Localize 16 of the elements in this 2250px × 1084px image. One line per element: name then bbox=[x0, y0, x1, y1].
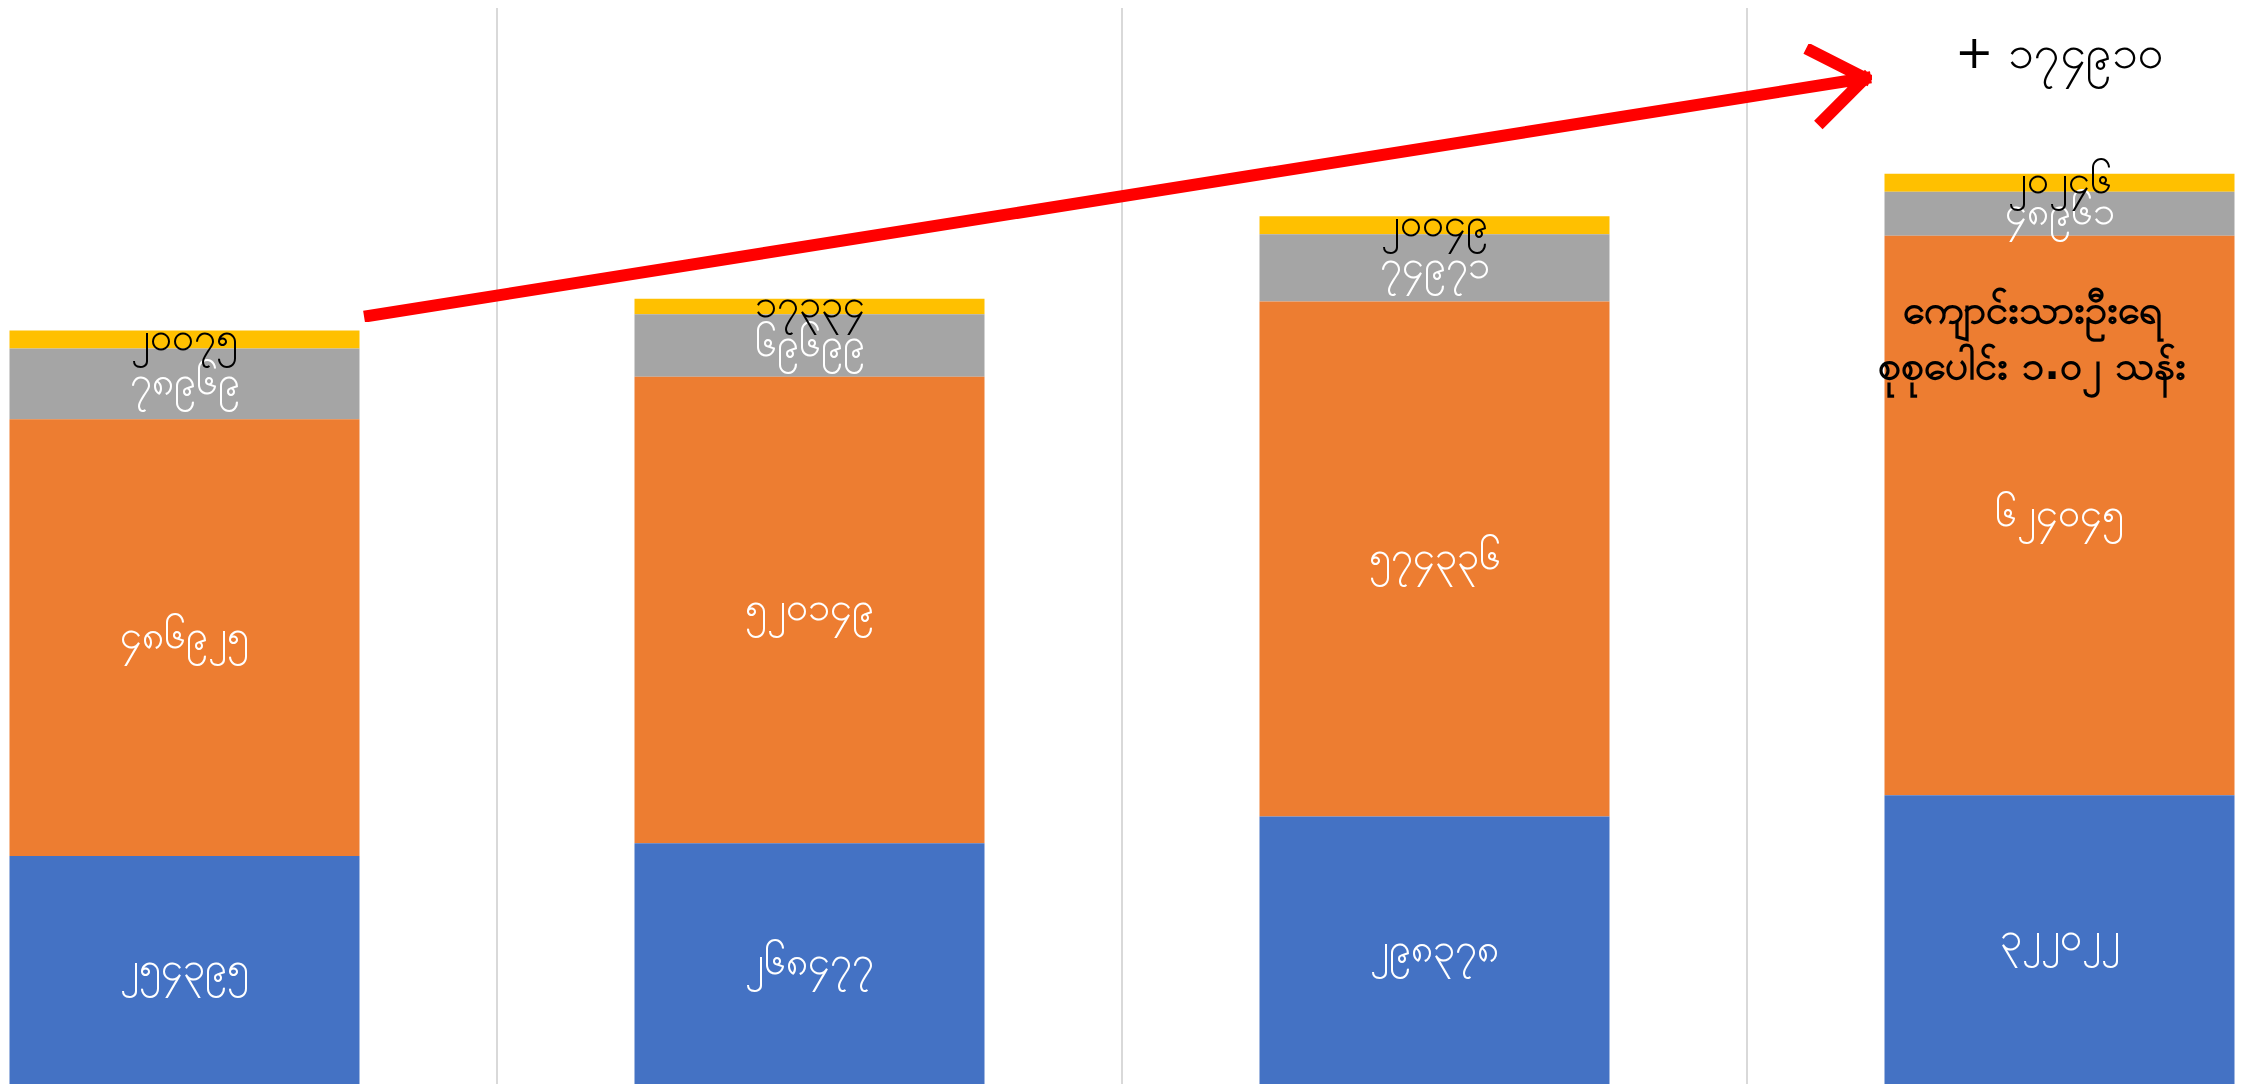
annotation: + ၁၇၄၉၁၀ bbox=[1953, 24, 2166, 90]
data-label: ၄၈၆၉၂၅ bbox=[120, 610, 249, 666]
data-label: ၂၅၄၃၉၅ bbox=[120, 943, 249, 999]
bar bbox=[1259, 816, 1610, 1084]
data-label: ၅၇၄၃၃၆ bbox=[1368, 532, 1501, 588]
data-label: ၂၆၈၄၇၇ bbox=[745, 937, 874, 993]
data-label: ၂၉၈၃၇၈ bbox=[1370, 923, 1499, 979]
bar bbox=[1884, 795, 2235, 1084]
bar bbox=[9, 855, 360, 1084]
data-label: ၅၂၀၁၄၉ bbox=[745, 583, 874, 639]
bar bbox=[1259, 301, 1610, 817]
data-label: ၃၂၂၀၂၂ bbox=[1999, 913, 2120, 969]
bar bbox=[9, 419, 360, 856]
bar bbox=[634, 376, 985, 844]
data-label: ၆၂၄၀၄၅ bbox=[1995, 488, 2124, 544]
bar bbox=[634, 843, 985, 1084]
